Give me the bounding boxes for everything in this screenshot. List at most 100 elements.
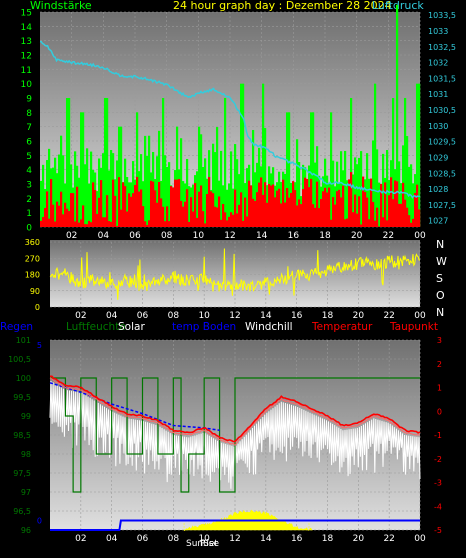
pressure-y-tick-label: 1027 <box>428 217 448 226</box>
wind-avg-bar <box>150 180 153 227</box>
rain-line <box>50 519 420 531</box>
wind-avg-bar <box>388 195 391 227</box>
gust-bar <box>374 83 377 228</box>
wind-avg-bar <box>172 187 175 227</box>
pressure-y-tick-label: 1028 <box>428 185 448 194</box>
wind-avg-bar <box>376 207 379 227</box>
wind-avg-bar <box>108 221 111 227</box>
gust-bar <box>372 140 375 227</box>
humidity-y-tick-label: 97,5 <box>13 469 31 478</box>
gust-bar <box>378 182 381 227</box>
x-tick-label: 04 <box>98 231 110 241</box>
wind-avg-bar <box>264 182 267 227</box>
temperature-y-tick-label: -3 <box>434 479 442 488</box>
wind-avg-bar <box>86 224 89 227</box>
humidity-y-tick-label: 101 <box>16 336 31 345</box>
gust-bar <box>310 112 313 227</box>
wind-y-tick-label: 0 <box>26 224 32 234</box>
wind-avg-bar <box>218 196 221 227</box>
humidity-y-tick-label: 100,5 <box>8 355 31 364</box>
gust-bar <box>330 112 333 227</box>
gust-bar <box>254 172 257 227</box>
wind-avg-bar <box>188 221 191 227</box>
wind-avg-bar <box>72 193 75 227</box>
wind-avg-bar <box>320 199 323 227</box>
wind-y-tick-label: 1 <box>26 209 32 219</box>
wind-avg-bar <box>186 189 189 227</box>
gust-bar <box>48 148 51 227</box>
wind-avg-bar <box>404 199 407 227</box>
wind-avg-bar <box>274 197 277 227</box>
x-tick-label: 16 <box>291 534 303 544</box>
pressure-y-tick-label: 1030 <box>428 122 448 131</box>
wind-avg-bar <box>290 192 293 227</box>
wind-avg-bar <box>284 202 287 227</box>
temperature-y-tick-label: -1 <box>434 431 442 440</box>
gust-bar <box>62 155 65 227</box>
wind-avg-bar <box>232 214 235 227</box>
wind-avg-bar <box>252 198 255 227</box>
sunrise-label: Rise <box>200 539 219 549</box>
gust-bar <box>312 112 315 227</box>
wind-y-tick-label: 11 <box>21 66 32 76</box>
wind-avg-bar <box>142 206 145 227</box>
wind-avg-bar <box>396 181 399 227</box>
wind-avg-bar <box>296 205 299 227</box>
wind-avg-bar <box>198 191 201 227</box>
wind-avg-bar <box>380 183 383 227</box>
x-tick-label: 14 <box>260 534 272 544</box>
gust-bar <box>56 173 59 227</box>
gust-bar <box>60 135 63 227</box>
humidity-y-tick-label: 99 <box>21 412 31 421</box>
wind-avg-bar <box>220 219 223 227</box>
x-tick-label: 10 <box>198 534 210 544</box>
gust-bar <box>88 183 91 227</box>
wind-avg-bar <box>304 177 307 227</box>
wind-avg-bar <box>122 182 125 227</box>
wind-direction-chart: 0 90 180 270 360 02 04 06 08 10 12 14 16 18 20 22 00 <box>25 238 426 321</box>
wind-avg-bar <box>356 213 359 227</box>
wind-avg-bar <box>58 205 61 227</box>
gust-bar <box>106 98 109 227</box>
wind-avg-bar <box>210 191 213 227</box>
gust-bar <box>192 184 195 227</box>
gust-bar <box>142 181 145 227</box>
wind-avg-bar <box>268 183 271 227</box>
wind-avg-bar <box>316 181 319 227</box>
gust-bar <box>234 144 237 227</box>
gust-bar <box>66 98 69 227</box>
dir-label-n-bottom: N <box>436 306 444 319</box>
dir-label-n-top: N <box>436 238 444 251</box>
wind-pressure-chart: 012345678910111213141510271027,510281028… <box>21 4 456 241</box>
x-tick-label: 06 <box>129 231 141 241</box>
gust-bar <box>226 189 229 227</box>
pressure-axis-title: Luftdruck <box>372 0 424 12</box>
humidity-y-tick-label: 99,5 <box>13 393 31 402</box>
gust-bar <box>412 183 415 227</box>
gust-bar <box>58 154 61 227</box>
wind-avg-bar <box>368 219 371 227</box>
wind-avg-bar <box>44 208 47 227</box>
gust-bar <box>84 164 87 227</box>
wind-avg-bar <box>418 209 421 227</box>
temperature-y-tick-label: 1 <box>437 384 442 393</box>
gust-bar <box>40 180 43 227</box>
gust-bar <box>318 175 321 227</box>
gust-bar <box>98 158 101 227</box>
gust-bar <box>358 157 361 227</box>
wind-avg-bar <box>270 185 273 227</box>
wind-avg-bar <box>302 189 305 227</box>
wind-y-tick-label: 14 <box>21 23 33 33</box>
wind-y-tick-label: 4 <box>26 166 32 176</box>
gust-bar <box>376 149 379 227</box>
wind-avg-bar <box>226 220 229 227</box>
wind-avg-bar <box>84 224 87 227</box>
wind-axis-title: Windstärke <box>30 0 92 12</box>
pressure-y-tick-label: 1031,5 <box>428 74 456 83</box>
wind-avg-bar <box>96 213 99 227</box>
wind-avg-bar <box>112 179 115 227</box>
wind-avg-bar <box>256 192 259 227</box>
wind-avg-bar <box>240 192 243 227</box>
wind-avg-bar <box>46 191 49 227</box>
